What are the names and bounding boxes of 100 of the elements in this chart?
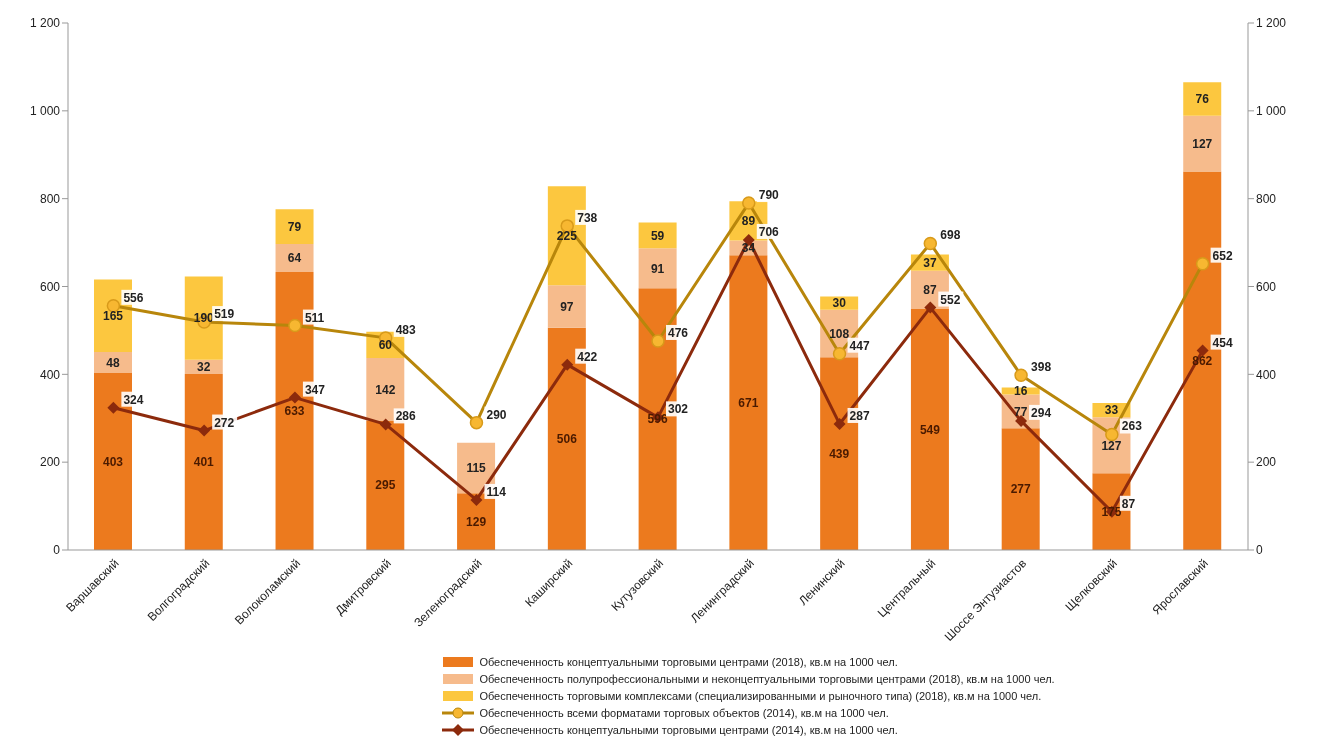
point — [1105, 427, 1119, 442]
data-label: 263 — [1121, 419, 1143, 434]
data-label: 87 — [1121, 496, 1136, 511]
data-label: 272 — [214, 415, 235, 430]
y-tick-label: 200 — [39, 455, 61, 470]
y2-tick-label: 800 — [1256, 191, 1277, 206]
data-label: 398 — [1031, 360, 1052, 375]
data-label: 79 — [287, 219, 302, 234]
data-label: 97 — [560, 299, 574, 314]
y-tick-label: 1 200 — [29, 16, 61, 31]
point — [288, 391, 301, 404]
legend-label: Обеспеченность всеми форматами торговых объектов (2014), кв.м на 1000 чел. — [479, 706, 889, 719]
data-label: 48 — [106, 355, 120, 370]
data-label: 30 — [832, 296, 847, 311]
data-label: 506 — [556, 432, 578, 447]
y-tick-label: 600 — [39, 279, 61, 294]
data-label: 165 — [102, 308, 124, 323]
data-label: 87 — [923, 283, 937, 298]
data-label: 401 — [193, 455, 215, 470]
point — [470, 493, 483, 506]
data-label: 633 — [284, 404, 305, 419]
data-label: 89 — [741, 214, 756, 229]
point — [832, 346, 847, 361]
data-label: 476 — [668, 325, 689, 340]
y-tick-label: 0 — [53, 543, 61, 558]
bar — [638, 248, 677, 289]
data-label: 552 — [940, 292, 961, 307]
bar — [275, 243, 314, 273]
y2-tick-label: 1 200 — [1256, 16, 1287, 31]
bar — [1183, 115, 1222, 172]
bar — [366, 420, 405, 550]
data-label: 91 — [650, 261, 665, 276]
legend-label: Обеспеченность концептуальными торговыми центрами (2018), кв.м на 1000 чел. — [479, 655, 898, 668]
data-label: 127 — [1101, 438, 1122, 453]
data-label: 403 — [102, 454, 124, 469]
data-label: 347 — [304, 382, 326, 397]
data-label: 115 — [466, 461, 487, 476]
bar — [910, 308, 949, 550]
data-label: 511 — [304, 310, 325, 325]
data-label: 108 — [829, 326, 850, 341]
point — [923, 236, 938, 251]
data-label: 60 — [378, 338, 393, 353]
y2-tick-label: 200 — [1256, 455, 1277, 470]
point — [1196, 344, 1209, 357]
data-label: 454 — [1212, 335, 1233, 350]
data-label: 77 — [1014, 404, 1028, 419]
legend-label: Обеспеченность полупрофессиональными и неконцептуальными торговыми центрами (2018), кв.м на 1000 чел. — [479, 672, 1055, 685]
data-label: 64 — [287, 251, 302, 266]
data-label: 286 — [395, 409, 417, 424]
bar — [729, 255, 768, 550]
point — [561, 358, 574, 371]
data-label: 290 — [486, 407, 507, 422]
data-label: 277 — [1010, 482, 1032, 497]
y2-tick-label: 1 000 — [1256, 104, 1287, 119]
data-label: 59 — [650, 228, 665, 243]
point — [469, 415, 484, 430]
point — [107, 401, 120, 414]
data-label: 302 — [668, 402, 689, 417]
legend-label: Обеспеченность торговыми комплексами (специализированными и рыночного типа) (2018), кв.м на 1000 чел. — [479, 689, 1042, 702]
data-label: 33 — [1104, 403, 1119, 418]
bar — [638, 222, 677, 249]
data-label: 287 — [849, 408, 870, 423]
y2-tick-label: 600 — [1256, 279, 1277, 294]
point — [1014, 368, 1028, 382]
data-label: 114 — [486, 484, 507, 499]
data-label: 519 — [214, 307, 235, 322]
point — [651, 334, 665, 348]
data-label: 447 — [849, 338, 870, 353]
bar — [1001, 428, 1040, 550]
legend-label: Обеспеченность концептуальными торговыми центрами (2014), кв.м на 1000 чел. — [479, 723, 898, 736]
data-label: 76 — [1195, 92, 1210, 107]
y2-tick-label: 400 — [1256, 367, 1277, 382]
point — [924, 301, 937, 314]
data-label: 37 — [923, 255, 937, 270]
data-label: 16 — [1014, 384, 1028, 399]
y-tick-label: 400 — [39, 367, 61, 382]
point — [379, 418, 392, 431]
data-label: 225 — [556, 229, 578, 244]
bar — [547, 285, 586, 328]
data-label: 549 — [919, 422, 941, 437]
data-label: 738 — [577, 210, 598, 225]
point — [288, 318, 302, 333]
data-label: 32 — [197, 360, 211, 375]
data-label: 324 — [123, 392, 144, 407]
data-label: 142 — [375, 382, 396, 397]
data-label: 175 — [1101, 504, 1122, 519]
data-label: 294 — [1031, 405, 1052, 420]
y2-tick-label: 0 — [1256, 543, 1263, 558]
data-label: 483 — [395, 322, 417, 337]
point — [742, 196, 756, 210]
data-label: 652 — [1212, 248, 1233, 263]
y-tick-label: 1 000 — [29, 104, 61, 119]
data-label: 556 — [123, 290, 144, 305]
point — [833, 417, 846, 430]
data-label: 706 — [758, 224, 780, 239]
data-label: 190 — [193, 311, 215, 326]
bar — [1183, 82, 1222, 116]
data-label: 129 — [466, 514, 487, 529]
data-label: 127 — [1192, 136, 1213, 151]
point — [1195, 256, 1210, 271]
